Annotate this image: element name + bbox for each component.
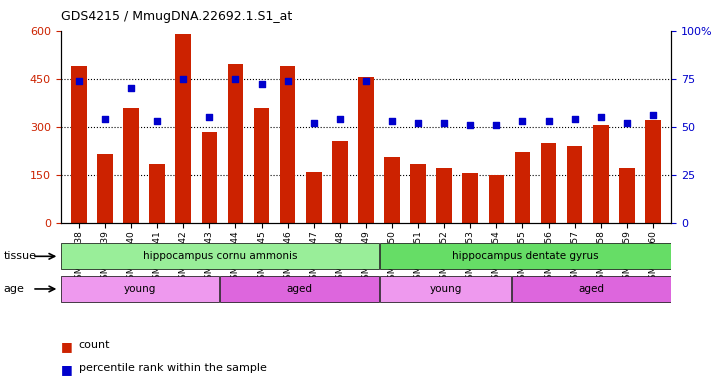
- Point: [621, 120, 633, 126]
- Bar: [228, 65, 243, 223]
- Point: [99, 116, 111, 122]
- Bar: [97, 154, 113, 223]
- Text: aged: aged: [578, 284, 605, 294]
- Text: hippocampus dentate gyrus: hippocampus dentate gyrus: [452, 251, 598, 262]
- Point: [151, 118, 163, 124]
- Bar: [306, 172, 321, 223]
- Bar: [384, 157, 400, 223]
- Text: young: young: [429, 284, 462, 294]
- Text: count: count: [79, 340, 110, 350]
- Bar: [280, 66, 296, 223]
- Point: [282, 78, 293, 84]
- Text: ■: ■: [61, 340, 72, 353]
- Point: [178, 76, 189, 82]
- Bar: [201, 131, 217, 223]
- Text: tissue: tissue: [4, 251, 36, 261]
- Bar: [645, 120, 660, 223]
- Text: GDS4215 / MmugDNA.22692.1.S1_at: GDS4215 / MmugDNA.22692.1.S1_at: [61, 10, 292, 23]
- Bar: [567, 146, 583, 223]
- Bar: [411, 164, 426, 223]
- Bar: [149, 164, 165, 223]
- Bar: [61, 243, 378, 269]
- Point: [647, 112, 658, 118]
- Point: [413, 120, 424, 126]
- Bar: [61, 276, 219, 302]
- Bar: [593, 125, 608, 223]
- Point: [465, 122, 476, 128]
- Text: percentile rank within the sample: percentile rank within the sample: [79, 363, 266, 373]
- Point: [203, 114, 215, 120]
- Bar: [513, 276, 670, 302]
- Point: [256, 81, 267, 88]
- Bar: [436, 168, 452, 223]
- Point: [543, 118, 554, 124]
- Bar: [71, 66, 87, 223]
- Text: hippocampus cornu ammonis: hippocampus cornu ammonis: [143, 251, 297, 262]
- Point: [334, 116, 346, 122]
- Bar: [540, 143, 556, 223]
- Bar: [253, 108, 269, 223]
- Point: [438, 120, 450, 126]
- Point: [308, 120, 319, 126]
- Text: young: young: [124, 284, 156, 294]
- Point: [491, 122, 502, 128]
- Bar: [124, 108, 139, 223]
- Bar: [463, 173, 478, 223]
- Bar: [488, 175, 504, 223]
- Bar: [380, 243, 670, 269]
- Point: [230, 76, 241, 82]
- Text: age: age: [4, 284, 24, 294]
- Point: [126, 85, 137, 91]
- Bar: [332, 141, 348, 223]
- Point: [569, 116, 580, 122]
- Bar: [515, 152, 531, 223]
- Bar: [619, 168, 635, 223]
- Bar: [221, 276, 378, 302]
- Text: ■: ■: [61, 363, 72, 376]
- Bar: [176, 34, 191, 223]
- Bar: [380, 276, 511, 302]
- Bar: [358, 77, 373, 223]
- Point: [360, 78, 371, 84]
- Point: [74, 78, 85, 84]
- Point: [517, 118, 528, 124]
- Point: [595, 114, 606, 120]
- Text: aged: aged: [286, 284, 313, 294]
- Point: [386, 118, 398, 124]
